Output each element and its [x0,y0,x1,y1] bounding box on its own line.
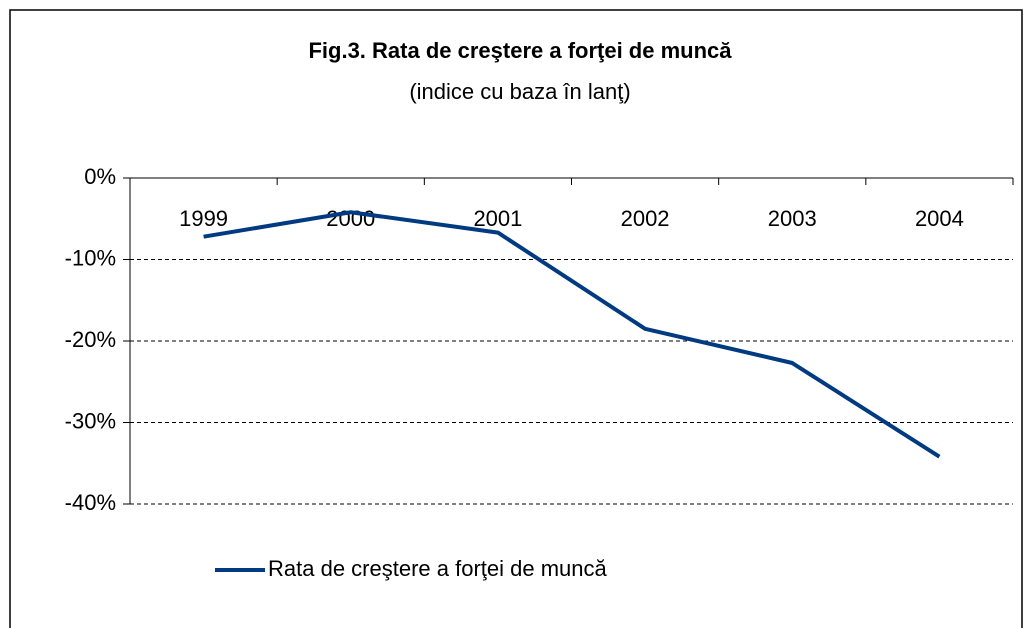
chart-subtitle: (indice cu baza în lanţ) [409,79,630,104]
x-tick-label: 2000 [326,206,375,231]
y-tick-label: -20% [65,327,116,352]
y-tick-label: -40% [65,490,116,515]
x-tick-label: 1999 [179,206,228,231]
series-line [203,210,941,459]
x-tick-label: 2003 [768,206,817,231]
x-tick-label: 2004 [915,206,964,231]
chart-frame [9,9,1023,628]
x-tick-label: 2001 [473,206,522,231]
y-tick-label: 0% [84,164,116,189]
x-tick-label: 2002 [621,206,670,231]
chart-title: Fig.3. Rata de creştere a forţei de munc… [308,38,732,63]
y-tick-label: -30% [65,408,116,433]
y-tick-label: -10% [65,245,116,270]
legend-label: Rata de creştere a forţei de muncă [268,556,607,581]
